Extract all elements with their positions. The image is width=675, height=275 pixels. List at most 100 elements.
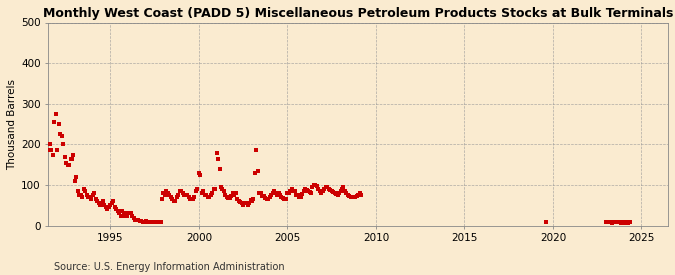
Point [143,219,154,224]
Point [260,196,271,200]
Point [102,207,113,212]
Point [88,191,99,195]
Point [294,195,304,199]
Point [348,195,359,199]
Point [171,195,182,199]
Point [72,189,83,193]
Point [140,219,151,223]
Point [201,193,212,197]
Point [332,193,343,197]
Point [186,197,197,202]
Point [192,187,202,191]
Point [108,199,119,204]
Point [149,220,160,225]
Point [215,185,226,189]
Point [134,219,145,223]
Point [36,94,47,98]
Point [601,220,612,225]
Point [612,220,623,225]
Point [284,191,294,195]
Point [301,188,312,192]
Point [307,185,318,189]
Point [62,163,73,167]
Point [138,219,148,224]
Point [285,189,296,193]
Point [602,220,613,225]
Point [225,196,236,200]
Point [230,191,241,195]
Point [80,189,90,193]
Point [164,193,175,197]
Point [236,201,247,205]
Point [84,195,95,199]
Point [302,189,313,193]
Point [269,189,279,193]
Point [41,148,52,153]
Point [623,221,634,225]
Point [45,142,55,147]
Point [326,189,337,193]
Point [217,187,228,191]
Point [123,211,134,216]
Point [213,156,223,161]
Point [241,201,252,205]
Point [52,148,63,153]
Point [90,197,101,202]
Point [286,187,297,191]
Point [356,193,367,197]
Point [59,154,70,159]
Point [271,193,282,197]
Point [167,197,178,202]
Point [611,220,622,225]
Point [112,209,123,214]
Point [617,220,628,225]
Point [239,201,250,205]
Point [624,220,635,225]
Point [244,201,254,205]
Point [133,217,144,222]
Point [127,213,138,218]
Point [325,188,335,192]
Point [205,193,216,197]
Point [139,219,150,224]
Point [58,142,69,147]
Point [319,187,329,191]
Point [614,220,625,225]
Point [128,215,139,220]
Point [313,187,324,191]
Point [68,152,79,157]
Point [618,220,629,225]
Point [98,199,109,204]
Point [195,173,206,177]
Point [107,201,117,205]
Point [234,199,244,204]
Point [323,187,334,191]
Point [238,202,248,207]
Point [354,191,365,195]
Point [279,197,290,202]
Point [214,167,225,171]
Point [622,220,632,225]
Point [607,221,618,225]
Point [190,189,201,193]
Point [154,219,165,224]
Point [70,179,80,183]
Point [251,148,262,153]
Point [328,190,339,194]
Point [65,156,76,161]
Point [204,195,215,199]
Point [608,220,619,225]
Point [63,163,74,167]
Point [603,220,614,225]
Point [152,220,163,225]
Point [315,189,325,193]
Point [170,199,181,204]
Point [40,144,51,148]
Point [227,191,238,195]
Point [146,219,157,224]
Point [105,203,115,208]
Point [352,194,362,199]
Point [300,187,310,191]
Point [119,213,130,218]
Point [188,197,198,202]
